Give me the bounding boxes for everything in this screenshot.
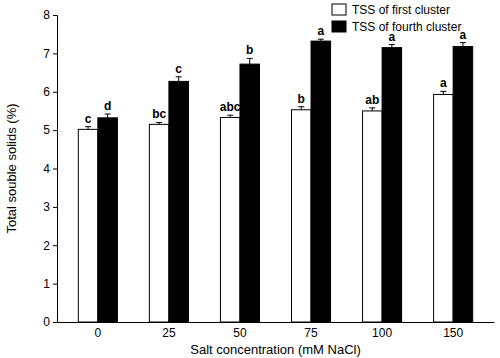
y-tick: 6 [43,85,57,99]
bar [169,81,189,322]
x-tick: 50 [233,322,247,340]
significance-letter: ab [365,93,379,107]
error-bar [318,39,324,41]
significance-letter: d [104,99,111,113]
x-axis: 0 25 50 75 100 150 [58,322,495,340]
y-tick-label: 1 [43,277,50,291]
significance-letter: b [298,92,305,106]
y-tick: 8 [43,8,57,22]
y-tick-mark [53,130,57,131]
marks [78,39,472,322]
legend-label: TSS of fourth cluster [352,20,461,34]
significance-letter: abc [220,100,241,114]
error-bar [227,115,233,117]
x-tick: 100 [372,322,392,340]
y-tick-label: 2 [43,239,50,253]
error-bar [105,114,111,118]
error-bar [176,77,182,82]
x-tick-label: 100 [372,326,392,340]
legend-swatch [332,21,346,32]
legend-label: TSS of first cluster [352,3,450,17]
y-tick-mark [53,92,57,93]
y-tick-label: 0 [43,315,50,329]
y-tick-label: 8 [43,8,50,22]
y-tick-mark [53,15,57,16]
y-tick-label: 4 [43,162,50,176]
error-bar [85,127,91,130]
error-bar [369,108,375,111]
x-tick-label: 50 [233,326,247,340]
y-tick: 7 [43,47,57,61]
bar [98,118,118,322]
significance-letter: bc [152,107,166,121]
error-bar [460,43,466,47]
bar [434,94,454,322]
bar [149,124,169,322]
bar [382,48,402,322]
error-bar [298,107,304,110]
legend-swatch [332,4,346,15]
y-tick: 4 [43,162,57,176]
legend-entry: TSS of fourth cluster [332,20,461,34]
plot: cbcabcbabadcbaaa0123456780255075100150 [43,8,494,339]
y-tick: 0 [43,315,57,329]
y-axis-line [53,16,58,323]
significance-letter: c [85,112,92,126]
bar [291,110,311,322]
significance-letter: c [175,62,182,76]
x-tick-label: 75 [304,326,318,340]
y-tick-label: 6 [43,85,50,99]
x-tick: 75 [304,322,318,340]
y-tick-mark [53,207,57,208]
x-tick: 25 [162,322,176,340]
bar [311,41,331,322]
y-tick: 2 [43,239,57,253]
y-tick-label: 5 [43,123,50,137]
bar [240,64,260,322]
significance-letter: a [317,24,324,38]
y-axis: 0 1 2 3 4 5 6 7 8 [43,8,57,329]
bar [220,117,240,322]
bar [453,46,473,322]
legend: TSS of first cluster TSS of fourth cluste… [332,3,461,34]
significance-letter: b [246,43,253,57]
error-bar [156,122,162,124]
y-tick-mark [53,245,57,246]
y-tick-label: 7 [43,47,50,61]
y-tick-mark [53,169,57,170]
error-bar [389,45,395,48]
y-axis-title: Total souble solids (%) [4,103,19,233]
error-bar [247,58,253,64]
x-tick: 150 [443,322,463,340]
x-tick: 0 [95,322,102,340]
chart: cbcabcbabadcbaaa0123456780255075100150Sa… [0,0,500,358]
x-axis-line [58,322,495,323]
y-tick-mark [53,53,57,54]
bar [363,111,383,322]
x-tick-label: 0 [95,326,102,340]
bar [78,129,98,322]
x-tick-label: 150 [443,326,463,340]
y-tick-label: 3 [43,200,50,214]
y-tick: 3 [43,200,57,214]
x-tick-label: 25 [162,326,176,340]
significance-letters: cbcabcbabadcbaaa [85,24,467,125]
y-tick-mark [53,322,57,323]
y-tick: 5 [43,123,57,137]
series [98,39,473,322]
y-tick-mark [53,284,57,285]
legend-entry: TSS of first cluster [332,3,450,17]
error-bar [440,91,446,94]
y-tick: 1 [43,277,57,291]
x-axis-title: Salt concentration (mM NaCl) [190,342,361,357]
significance-letter: a [440,76,447,90]
